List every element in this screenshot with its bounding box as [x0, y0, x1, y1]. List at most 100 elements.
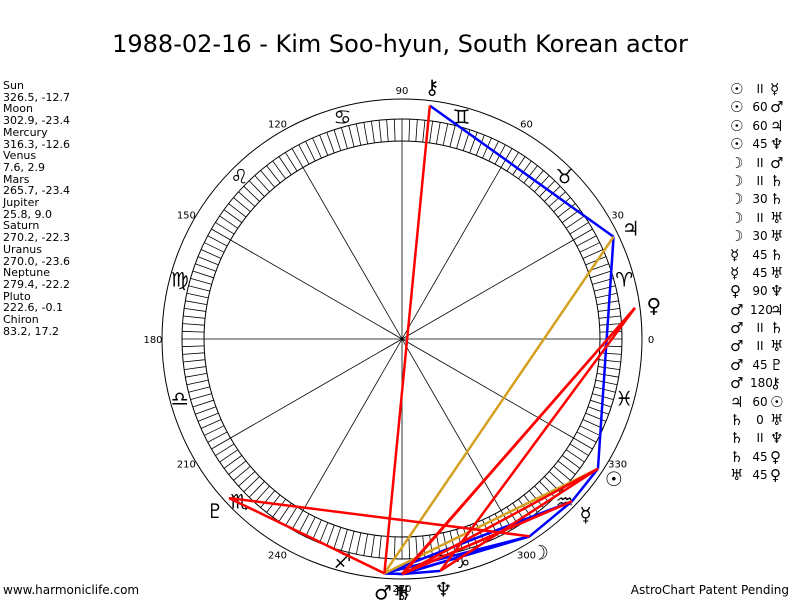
degree-tick — [285, 506, 298, 526]
degree-tick — [272, 160, 286, 180]
degree-tick — [248, 180, 265, 197]
degree-tick — [319, 134, 329, 156]
jupiter-glyph: ♃ — [770, 300, 784, 319]
degree-tick — [305, 516, 316, 537]
aspect-line — [570, 467, 599, 503]
degree-tick — [326, 132, 335, 154]
planet-value: 279.4, -22.2 — [3, 277, 70, 291]
mars-glyph: ♂ — [730, 300, 744, 319]
saturn-glyph: ♄ — [770, 190, 784, 209]
degree-tick — [595, 379, 618, 386]
degree-tick — [333, 527, 342, 549]
degree-tick — [260, 490, 276, 508]
degree-label: 270 — [392, 584, 411, 595]
outer-ring — [161, 98, 643, 580]
moon-glyph: ☽ — [730, 171, 744, 190]
zodiac-sign: ♍ — [171, 267, 189, 291]
degree-tick — [312, 137, 322, 159]
degree-tick — [197, 256, 219, 266]
mars-glyph: ♂ — [730, 319, 744, 338]
uranus-glyph: ♅ — [770, 208, 784, 227]
degree-tick — [518, 160, 532, 180]
degree-tick — [204, 242, 225, 253]
aspect-row: ☽ 30 ♅ — [730, 227, 798, 245]
degree-tick — [557, 460, 576, 475]
degree-tick — [207, 235, 228, 247]
degree-tick — [585, 412, 607, 422]
degree-tick — [576, 235, 597, 247]
aspect-row: ☽ II ♅ — [730, 209, 798, 227]
zodiac-sign: ♌ — [230, 164, 248, 188]
mercury-glyph: ☿ — [730, 263, 740, 282]
planet-value: 316.3, -12.6 — [3, 137, 70, 151]
degree-tick — [260, 170, 276, 188]
moon-glyph: ☽ — [531, 540, 549, 564]
uranus-glyph: ♅ — [393, 581, 411, 600]
degree-tick — [561, 455, 581, 469]
degree-label: 150 — [177, 211, 196, 222]
chiron-glyph: ⚷ — [425, 75, 440, 99]
degree-tick — [553, 197, 571, 213]
degree-label: 30 — [611, 211, 624, 222]
aspect-label: II — [756, 210, 764, 225]
degree-tick — [266, 165, 281, 184]
degree-tick — [500, 148, 513, 168]
degree-tick — [449, 531, 456, 553]
planet-name: Pluto — [3, 289, 31, 303]
degree-tick — [326, 524, 335, 546]
degree-tick — [319, 522, 329, 544]
degree-tick — [422, 120, 426, 143]
degree-tick — [598, 359, 621, 363]
degree-label: 120 — [268, 119, 287, 130]
degree-tick — [363, 533, 369, 556]
site-url: www.harmoniclife.com — [3, 583, 140, 597]
aspect-line — [402, 467, 599, 576]
degree-tick — [534, 175, 550, 193]
degree-tick — [415, 119, 418, 142]
degree-tick — [190, 393, 212, 401]
degree-tick — [599, 345, 622, 348]
degree-label: 330 — [608, 460, 627, 471]
neptune-glyph: ♆ — [770, 282, 784, 301]
degree-tick — [548, 191, 566, 207]
aspect-label: 45 — [752, 357, 768, 372]
aspect-row: ♄ 0 ♅ — [730, 411, 798, 429]
aspect-label: 30 — [752, 192, 768, 207]
sun-glyph: ☉ — [605, 467, 623, 491]
degree-tick — [298, 513, 310, 534]
zodiac-sign: ♉ — [556, 164, 574, 188]
planet-name: Sun — [3, 79, 24, 92]
aspect-line — [228, 496, 530, 538]
aspect-label: 60 — [752, 100, 768, 115]
degree-tick — [594, 386, 616, 393]
mars-glyph: ♂ — [730, 355, 744, 374]
planet-value: 326.5, -12.7 — [3, 90, 70, 104]
aspect-label: 45 — [752, 449, 768, 464]
degree-tick — [553, 465, 571, 481]
aspect-row: ☉ 60 ♂ — [730, 98, 798, 116]
aspect-row: ♂ II ♅ — [730, 337, 798, 355]
degree-tick — [215, 443, 235, 456]
degree-tick — [183, 359, 206, 363]
degree-tick — [298, 144, 310, 165]
degree-tick — [215, 222, 235, 235]
degree-tick — [534, 485, 550, 503]
planet-name: Saturn — [3, 219, 40, 233]
degree-tick — [506, 152, 519, 172]
degree-tick — [408, 536, 411, 559]
degree-tick — [182, 330, 205, 333]
aspect-row: ☽ II ♄ — [730, 172, 798, 190]
degree-label: 300 — [517, 551, 536, 562]
venus-glyph: ♀ — [730, 282, 741, 301]
sun-glyph: ☉ — [730, 135, 744, 154]
mars-glyph: ♂ — [770, 153, 784, 172]
jupiter-glyph: ♃ — [770, 116, 784, 135]
moon-glyph: ☽ — [730, 227, 744, 246]
degree-tick — [363, 122, 369, 145]
degree-label: 180 — [143, 335, 162, 346]
aspect-line — [596, 236, 615, 469]
aspect-label: 45 — [752, 247, 768, 262]
degree-tick — [197, 412, 219, 422]
aspect-line — [402, 569, 441, 576]
aspect-line — [383, 105, 432, 574]
